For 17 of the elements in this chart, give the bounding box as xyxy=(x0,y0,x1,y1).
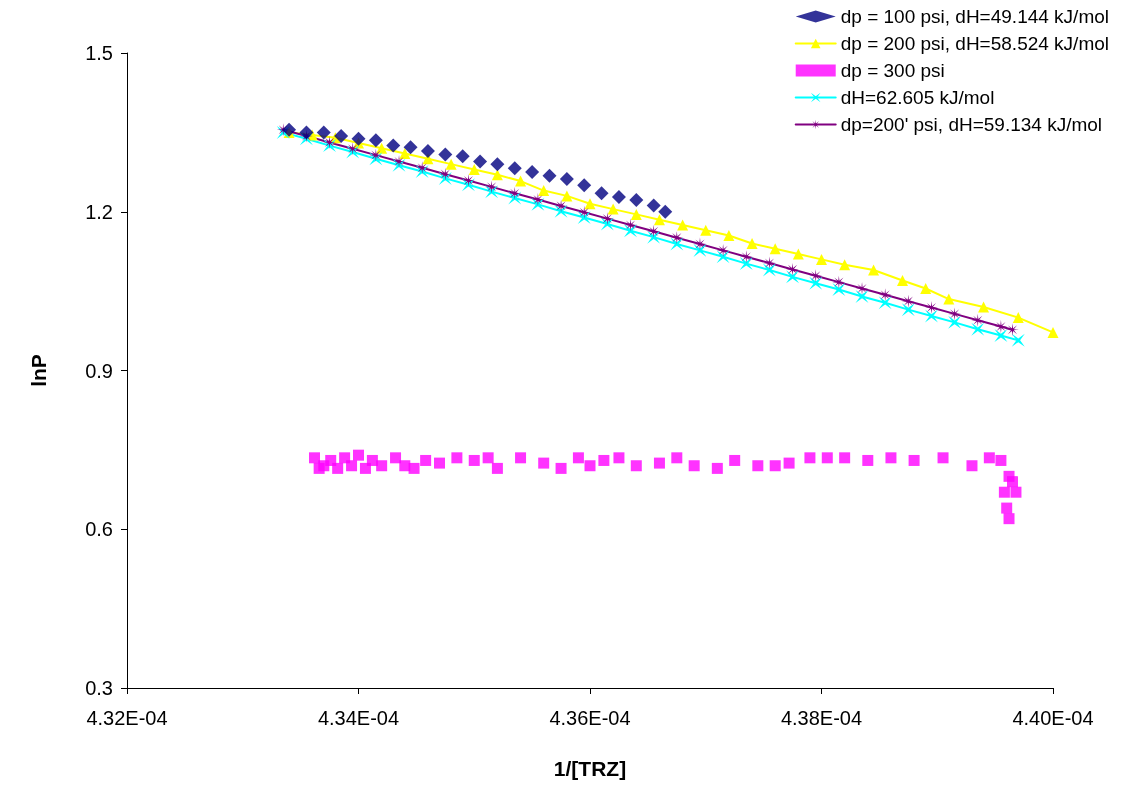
x-tick-label: 4.32E-04 xyxy=(86,707,168,729)
legend-label: dp = 200 psi, dH=58.524 kJ/mol xyxy=(840,33,1110,54)
x-axis-title: 1/[TRZ] xyxy=(553,757,627,780)
y-axis-title: lnP xyxy=(27,354,50,387)
x-tick-label: 4.40E-04 xyxy=(1012,707,1094,729)
legend-label: dp = 300 psi xyxy=(840,60,945,81)
y-tick-label: 1.5 xyxy=(85,42,113,64)
x-tick-label: 4.38E-04 xyxy=(780,707,863,729)
y-tick-label: 0.3 xyxy=(85,677,113,699)
x-tick-label: 4.36E-04 xyxy=(549,707,631,729)
y-tick-label: 1.2 xyxy=(85,200,113,223)
y-tick-label: 0.6 xyxy=(85,518,113,541)
legend-label: dp = 100 psi, dH=49.144 kJ/mol xyxy=(840,6,1110,27)
legend-label: dH=62.605 kJ/mol xyxy=(840,87,995,108)
legend-label: dp=200' psi, dH=59.134 kJ/mol xyxy=(840,114,1103,135)
x-tick-label: 4.34E-04 xyxy=(317,707,400,729)
y-tick-label: 0.9 xyxy=(85,359,113,382)
